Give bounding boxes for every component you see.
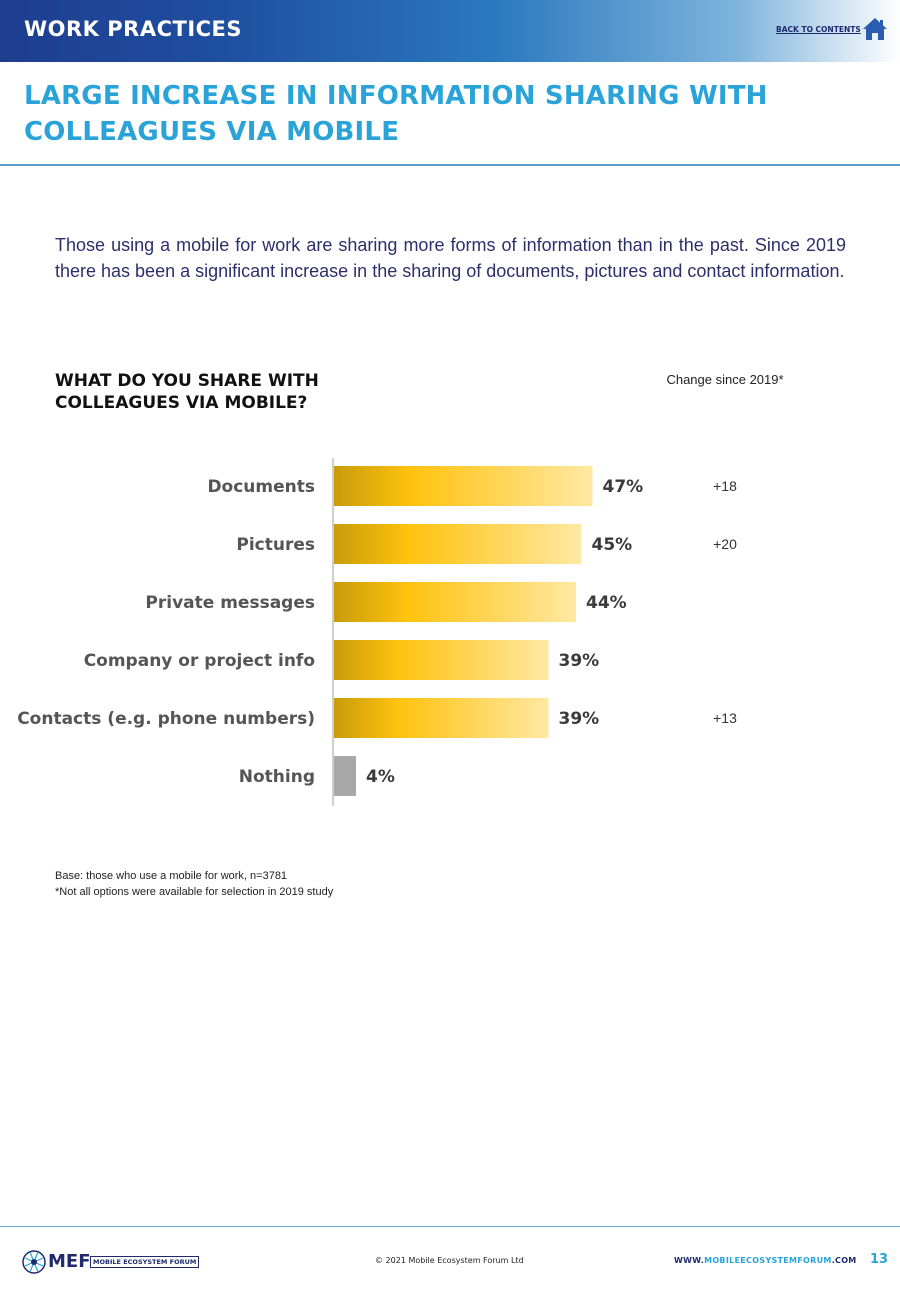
category-label: Nothing: [239, 767, 315, 787]
bar: [334, 640, 549, 680]
value-label: 4%: [366, 767, 395, 787]
bar: [334, 698, 549, 738]
back-to-contents-link[interactable]: BACK TO CONTENTS: [776, 25, 861, 34]
home-icon[interactable]: [862, 17, 888, 41]
bar-chart: Documents 47% +18 Pictures 45% +20 Private mes…: [0, 456, 900, 808]
bar: [334, 524, 582, 564]
value-label: 47%: [603, 477, 644, 497]
value-label: 45%: [592, 535, 633, 555]
value-label: 39%: [559, 651, 600, 671]
url-highlight: MOBILEECOSYSTEMFORUM: [704, 1256, 832, 1265]
copyright: © 2021 Mobile Ecosystem Forum Ltd: [375, 1256, 524, 1265]
bar: [334, 756, 356, 796]
value-label: 39%: [559, 709, 600, 729]
change-label: +20: [713, 536, 737, 552]
footnote: *Not all options were available for sele…: [55, 886, 334, 898]
divider: [0, 164, 900, 166]
page-number: 13: [870, 1252, 889, 1267]
category-label: Contacts (e.g. phone numbers): [17, 709, 315, 729]
website-link[interactable]: WWW.MOBILEECOSYSTEMFORUM.COM: [674, 1256, 857, 1265]
mef-logo: MEF MOBILE ECOSYSTEM FORUM: [22, 1250, 200, 1274]
url-suffix: .COM: [831, 1256, 857, 1265]
intro-paragraph: Those using a mobile for work are sharin…: [55, 235, 846, 281]
value-label: 44%: [586, 593, 627, 613]
section-title: WORK PRACTICES: [24, 17, 243, 41]
change-since-header: Change since 2019*: [666, 372, 784, 387]
bar: [334, 466, 593, 506]
chart-canvas: Documents 47% +18 Pictures 45% +20 Private mes…: [17, 458, 737, 806]
page-headline: LARGE INCREASE IN INFORMATION SHARING WI…: [24, 81, 768, 147]
url-prefix: WWW.: [674, 1256, 705, 1265]
bar: [334, 582, 576, 622]
category-label: Documents: [207, 477, 315, 497]
logo-subtitle: MOBILE ECOSYSTEM FORUM: [90, 1256, 200, 1268]
globe-icon: [22, 1250, 46, 1274]
logo-text: MEF: [48, 1251, 91, 1272]
category-label: Pictures: [236, 535, 315, 555]
chart-title: WHAT DO YOU SHARE WITH COLLEAGUES VIA MO…: [55, 371, 319, 413]
header-banner: WORK PRACTICES BACK TO CONTENTS: [0, 0, 900, 62]
footer-divider: [0, 1226, 900, 1227]
change-label: +18: [713, 478, 737, 494]
change-label: +13: [713, 710, 737, 726]
category-label: Company or project info: [84, 651, 315, 671]
base-note: Base: those who use a mobile for work, n…: [55, 870, 288, 882]
category-label: Private messages: [145, 593, 315, 613]
chart-notes: Base: those who use a mobile for work, n…: [55, 868, 333, 900]
